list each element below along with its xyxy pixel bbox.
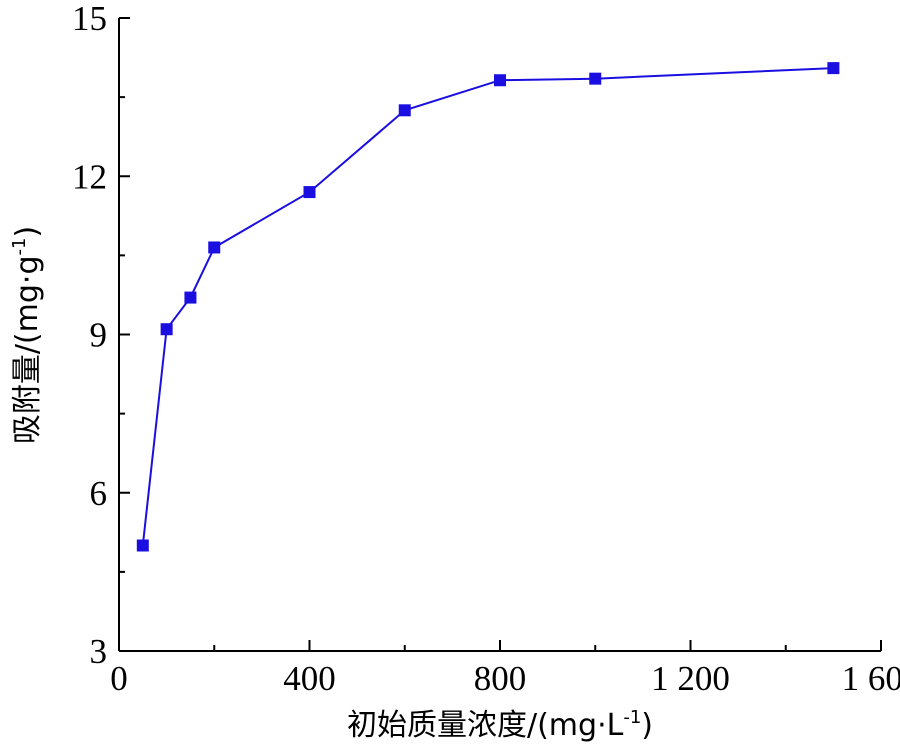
series-layer	[136, 62, 840, 552]
data-point-marker	[494, 74, 506, 87]
x-tick-label: 400	[283, 659, 336, 698]
x-tick-label: 0	[110, 659, 128, 698]
data-point-marker	[303, 186, 316, 199]
y-tick-label: 12	[72, 157, 107, 196]
y-tick-label: 3	[90, 632, 108, 671]
x-axis-title: 初始质量浓度/(mg·L-1)	[347, 707, 653, 743]
data-point-marker	[184, 291, 197, 304]
y-axis-title: 吸附量/(mg·g-1)	[9, 226, 45, 444]
y-tick-label: 9	[90, 316, 108, 355]
y-tick-label: 6	[90, 474, 108, 513]
x-tick-label: 800	[474, 659, 527, 698]
data-point-marker	[136, 539, 149, 552]
y-axis-ticks: 3 6 9 12 15	[72, 0, 130, 671]
x-axis-ticks: 0 400 800 1 200 1 600	[110, 640, 900, 698]
axes	[118, 18, 881, 652]
data-point-marker	[827, 62, 840, 75]
y-tick-label: 15	[72, 0, 107, 38]
data-point-marker	[398, 104, 411, 117]
data-point-marker	[208, 241, 221, 254]
series-line	[141, 67, 834, 546]
x-tick-label: 1 200	[651, 659, 730, 698]
data-point-marker	[589, 72, 602, 85]
data-point-marker	[160, 323, 173, 336]
x-tick-label: 1 600	[842, 659, 900, 698]
